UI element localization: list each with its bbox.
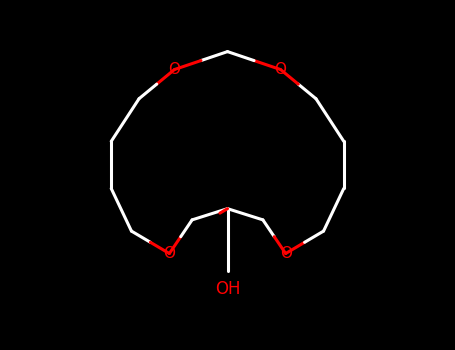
Text: O: O [274,62,287,77]
Text: O: O [163,246,175,261]
Text: OH: OH [215,280,240,299]
Text: O: O [168,62,181,77]
Text: O: O [280,246,292,261]
